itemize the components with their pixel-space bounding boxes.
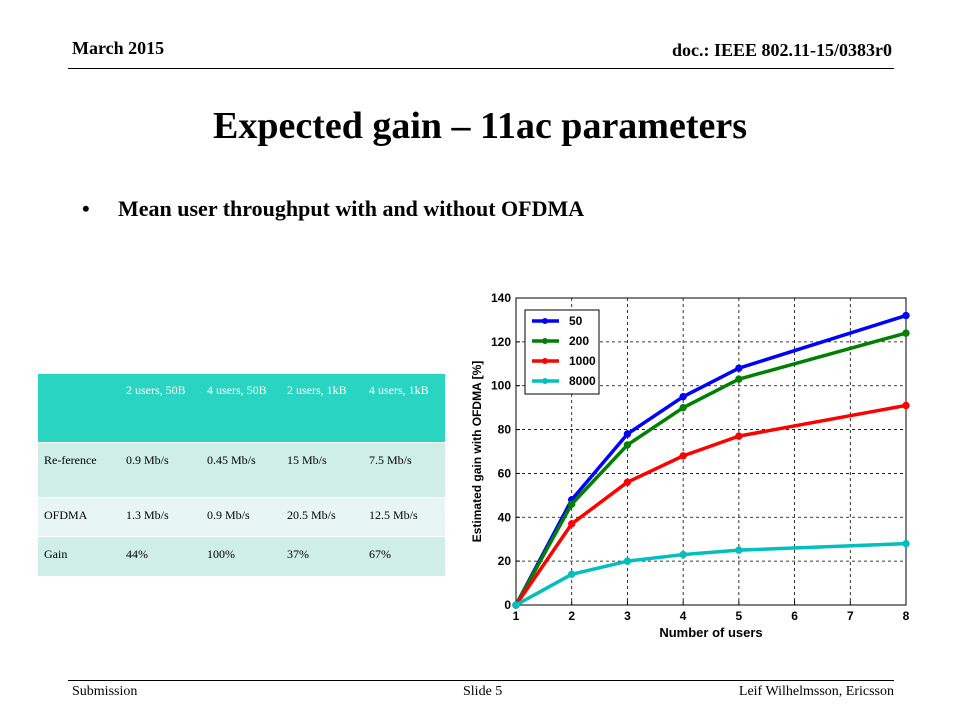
data-point [623,478,632,486]
table-cell: 44% [120,536,201,576]
data-point [679,403,687,412]
data-point [735,546,743,554]
legend-label: 50 [569,314,583,328]
legend-marker [542,378,548,384]
table-header-cell [38,374,120,442]
plot-frame [515,297,907,606]
x-tick-label: 1 [513,609,520,623]
data-point [623,441,632,449]
x-tick-label: 7 [847,609,854,623]
footer-submission: Submission [72,684,138,699]
table-cell: 15 Mb/s [281,442,363,497]
slide-title: Expected gain – 11ac parameters [212,105,748,147]
legend-item: 50 [532,314,583,328]
x-tick-label: 6 [791,609,798,623]
series-line [514,331,907,606]
x-tick-label: 3 [624,609,631,623]
legend-item: 1000 [532,354,596,368]
x-tick-label: 2 [568,609,575,623]
table-cell: 37% [281,536,363,576]
x-tick-label: 8 [903,609,910,623]
throughput-table: 2 users, 50B 4 users, 50B 2 users, 1kB 4… [38,374,445,576]
data-point [568,520,576,528]
data-point [735,375,743,383]
legend-marker [542,338,548,344]
bullet-text: Mean user throughput with and without OF… [118,196,585,221]
footer-slide-number: Slide 5 [463,684,503,699]
table-cell: 12.5 Mb/s [363,497,445,536]
table-header-cell: 4 users, 1kB [363,374,445,442]
y-tick-label: 80 [498,423,512,437]
table-cell: 0.45 Mb/s [201,442,281,497]
header-date: March 2015 [72,38,165,58]
table-header-cell: 2 users, 50B [120,374,201,442]
table-header-cell: 4 users, 50B [201,374,281,442]
data-point [679,452,687,460]
y-tick-label: 100 [491,379,511,393]
table-cell: Re-ference [38,442,120,497]
x-tick-label: 5 [736,609,743,623]
table-cell: Gain [38,536,120,576]
data-point [623,557,632,565]
table-cell: 20.5 Mb/s [281,497,363,536]
legend-label: 1000 [569,354,596,368]
header-doc-id: doc.: IEEE 802.11-15/0383r0 [671,40,892,60]
y-tick-label: 120 [491,335,511,349]
table-row: OFDMA 1.3 Mb/s 0.9 Mb/s 20.5 Mb/s 12.5 M… [38,497,445,536]
table-cell: 67% [363,536,445,576]
series-line [514,313,907,606]
y-tick-label: 60 [498,466,512,480]
series-line [514,403,907,606]
legend-item: 8000 [532,374,596,388]
table-row: Gain 44% 100% 37% 67% [38,536,445,576]
table-cell: 0.9 Mb/s [120,442,201,497]
header-divider [68,68,894,69]
y-axis-label: Estimated gain with OFDMA [%] [470,361,484,543]
bullet-icon: • [82,196,90,221]
data-point [623,430,632,438]
data-point [512,601,520,609]
table-row: Re-ference 0.9 Mb/s 0.45 Mb/s 15 Mb/s 7.… [38,442,445,497]
data-point [902,311,910,320]
table-cell: 1.3 Mb/s [120,497,201,536]
table-cell: OFDMA [38,497,120,536]
data-point [679,550,687,559]
y-tick-label: 40 [498,510,512,524]
bullet-item: • Mean user throughput with and without … [82,196,584,222]
data-point [735,432,743,440]
legend-marker [542,358,548,364]
data-point [902,329,910,337]
table-header-row: 2 users, 50B 4 users, 50B 2 users, 1kB 4… [38,374,445,442]
footer-author: Leif Wilhelmsson, Ericsson [738,684,894,699]
legend-label: 200 [569,334,589,348]
y-tick-label: 140 [491,291,511,305]
data-point [679,392,687,401]
footer-divider [68,680,894,681]
data-point [902,539,910,548]
legend-item: 200 [532,334,589,348]
table-cell: 0.9 Mb/s [201,497,281,536]
legend-label: 8000 [569,374,596,388]
y-tick-label: 0 [504,598,511,612]
chart-legend: 50 200 1000 8000 [524,309,600,395]
x-axis-label: Number of users [659,625,762,640]
table-cell: 7.5 Mb/s [363,442,445,497]
series-8000 [512,539,910,609]
series-line [515,541,907,607]
data-point [568,570,576,578]
data-point [735,364,743,372]
x-tick-label: 4 [680,609,687,623]
table-header-cell: 2 users, 1kB [281,374,363,442]
legend-marker [542,318,548,324]
y-tick-label: 20 [498,554,512,568]
data-point [902,401,910,410]
table-cell: 100% [201,536,281,576]
data-point [568,500,576,508]
